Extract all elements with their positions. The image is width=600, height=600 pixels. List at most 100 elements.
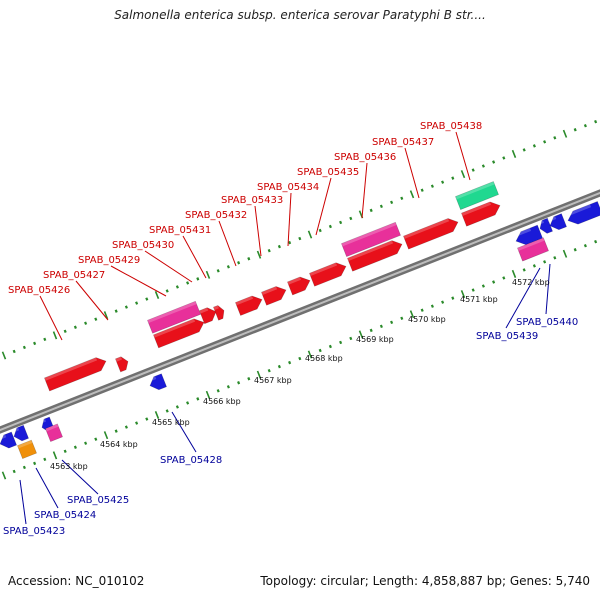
- tick-mark: [73, 325, 77, 329]
- accession-text: Accession: NC_010102: [8, 574, 145, 588]
- tick-mark: [318, 348, 322, 353]
- tick-mark: [33, 461, 37, 466]
- callout-line: [254, 205, 262, 257]
- tick-mark: [562, 249, 568, 258]
- tick-mark: [379, 324, 383, 329]
- tick-mark: [154, 410, 160, 420]
- bottom-gene-labels: SPAB_05423 SPAB_05424 SPAB_05425 SPAB_05…: [3, 317, 578, 537]
- tick-mark: [573, 248, 577, 252]
- gene-label: SPAB_05426: [8, 285, 70, 296]
- tick-mark: [247, 257, 251, 261]
- label-callouts: [19, 131, 551, 525]
- tick-mark: [52, 331, 58, 340]
- scale-label: 4571 kbp: [460, 295, 498, 304]
- tick-mark: [543, 260, 547, 264]
- callout-line: [110, 265, 167, 297]
- tick-mark: [390, 320, 394, 325]
- gene-label: SPAB_05429: [78, 255, 140, 266]
- tick-mark: [328, 224, 332, 229]
- scale-label: 4568 kbp: [305, 354, 343, 363]
- tick-mark: [1, 471, 7, 480]
- tick-mark: [471, 288, 475, 292]
- tick-mark: [511, 269, 517, 278]
- tick-mark: [186, 401, 190, 405]
- tick-mark: [237, 381, 241, 385]
- tick-mark: [196, 277, 200, 281]
- tick-mark: [349, 336, 353, 341]
- tick-mark: [94, 437, 98, 441]
- tick-mark: [63, 449, 67, 453]
- tick-mark: [430, 184, 434, 188]
- callout-line: [182, 235, 207, 279]
- tick-mark: [349, 216, 353, 221]
- tick-mark: [196, 397, 200, 401]
- cds-forward: [261, 286, 287, 306]
- tick-mark: [400, 316, 404, 320]
- tick-mark: [460, 290, 466, 299]
- tick-mark: [256, 370, 262, 379]
- tick-mark: [390, 200, 394, 205]
- tick-mark: [460, 170, 466, 179]
- tick-mark: [492, 280, 496, 284]
- cds-forward: [153, 318, 205, 349]
- tick-mark: [205, 270, 211, 279]
- tick-mark: [175, 285, 179, 289]
- gene-label: SPAB_05439: [476, 331, 538, 342]
- tick-mark: [420, 308, 424, 312]
- tick-mark: [175, 405, 179, 409]
- scale-label: 4570 kbp: [408, 315, 446, 324]
- misc-feature: [517, 237, 549, 262]
- callout-line: [315, 177, 332, 236]
- tick-mark: [43, 337, 47, 342]
- gene-label: SPAB_05432: [185, 210, 247, 221]
- gene-label: SPAB_05437: [372, 137, 434, 148]
- tick-mark: [400, 196, 404, 200]
- tick-mark: [226, 385, 230, 389]
- tick-mark: [22, 345, 26, 350]
- tick-mark: [124, 425, 128, 429]
- callout-line: [19, 479, 27, 525]
- cds-reverse: [11, 424, 29, 442]
- tick-mark: [409, 310, 415, 319]
- gene-label: SPAB_05436: [334, 152, 396, 163]
- tick-mark: [186, 281, 190, 285]
- gene-label: SPAB_05424: [34, 510, 96, 521]
- tick-mark: [216, 269, 220, 273]
- tick-mark: [216, 389, 220, 393]
- callout-line: [144, 250, 193, 283]
- callout-line: [505, 267, 541, 329]
- tick-mark: [553, 136, 557, 140]
- tick-mark: [543, 140, 547, 144]
- tick-mark: [553, 256, 557, 260]
- tick-mark: [583, 244, 587, 248]
- misc-feature: [147, 300, 201, 334]
- rna-feature: [455, 181, 499, 210]
- tick-track-bottom: [1, 239, 598, 480]
- cds-forward: [403, 218, 459, 250]
- tick-mark: [532, 264, 536, 268]
- cds-forward: [115, 356, 129, 373]
- tick-mark: [114, 429, 118, 433]
- tick-mark: [339, 340, 343, 345]
- tick-mark: [481, 164, 485, 168]
- tick-mark: [237, 261, 241, 265]
- tick-mark: [73, 445, 77, 449]
- tick-mark: [165, 289, 169, 293]
- callout-line: [361, 162, 368, 219]
- cds-reverse: [537, 217, 553, 234]
- topology-text: Topology: circular; Length: 4,858,887 bp…: [260, 574, 590, 588]
- scale-label: 4569 kbp: [356, 335, 394, 344]
- tick-mark: [145, 417, 149, 421]
- cds-reverse: [147, 373, 167, 391]
- gene-label: SPAB_05435: [297, 167, 359, 178]
- tick-mark: [562, 129, 568, 138]
- tick-mark: [583, 124, 587, 128]
- gene-label: SPAB_05433: [221, 195, 283, 206]
- callout-line: [455, 131, 471, 181]
- tick-mark: [226, 265, 230, 269]
- tick-mark: [103, 431, 109, 440]
- tick-mark: [471, 168, 475, 172]
- tick-mark: [441, 180, 445, 184]
- tick-mark: [94, 317, 98, 321]
